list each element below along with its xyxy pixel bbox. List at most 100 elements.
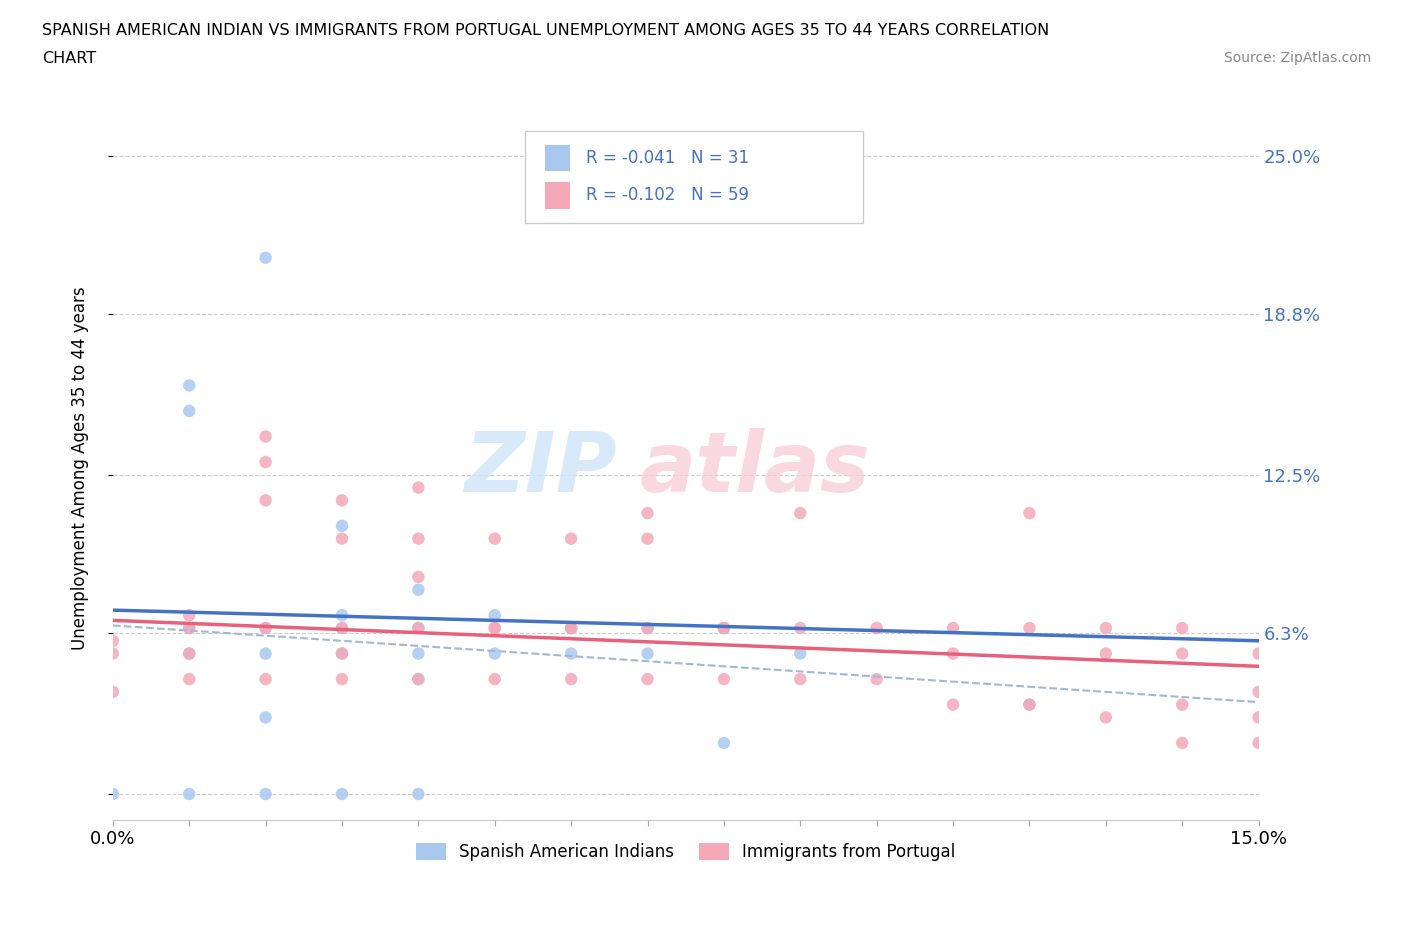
Text: R = -0.102   N = 59: R = -0.102 N = 59: [586, 186, 749, 205]
Point: [330, 787, 353, 802]
Point: [101, 787, 124, 802]
Point: [713, 671, 735, 686]
Point: [1018, 698, 1040, 712]
Text: SPANISH AMERICAN INDIAN VS IMMIGRANTS FROM PORTUGAL UNEMPLOYMENT AMONG AGES 35 T: SPANISH AMERICAN INDIAN VS IMMIGRANTS FR…: [42, 23, 1049, 38]
Point: [408, 620, 430, 635]
FancyBboxPatch shape: [544, 145, 569, 171]
Point: [560, 620, 582, 635]
Y-axis label: Unemployment Among Ages 35 to 44 years: Unemployment Among Ages 35 to 44 years: [72, 286, 89, 650]
Point: [713, 620, 735, 635]
Point: [1018, 698, 1040, 712]
Point: [637, 531, 659, 546]
Point: [484, 646, 506, 661]
Point: [408, 671, 430, 686]
Point: [1018, 506, 1040, 521]
Point: [713, 620, 735, 635]
Point: [1247, 710, 1270, 724]
Point: [560, 531, 582, 546]
Text: CHART: CHART: [42, 51, 96, 66]
Point: [179, 620, 201, 635]
FancyBboxPatch shape: [544, 182, 569, 208]
Point: [179, 608, 201, 623]
Point: [1171, 620, 1194, 635]
Point: [942, 646, 965, 661]
Point: [1171, 736, 1194, 751]
Point: [179, 404, 201, 418]
Point: [484, 531, 506, 546]
Point: [789, 646, 811, 661]
Point: [713, 620, 735, 635]
Point: [637, 506, 659, 521]
Point: [1095, 710, 1118, 724]
Point: [254, 429, 277, 444]
Point: [330, 518, 353, 533]
Point: [408, 671, 430, 686]
Point: [408, 569, 430, 584]
Point: [330, 620, 353, 635]
Point: [408, 582, 430, 597]
Point: [942, 620, 965, 635]
Point: [179, 646, 201, 661]
Point: [560, 646, 582, 661]
Point: [789, 506, 811, 521]
Point: [1095, 620, 1118, 635]
Point: [484, 620, 506, 635]
Point: [408, 620, 430, 635]
Text: ZIP: ZIP: [464, 428, 617, 509]
Point: [408, 531, 430, 546]
Point: [179, 671, 201, 686]
Point: [1018, 620, 1040, 635]
Point: [330, 493, 353, 508]
Point: [408, 480, 430, 495]
Point: [254, 710, 277, 724]
Point: [254, 671, 277, 686]
Point: [1247, 736, 1270, 751]
Text: atlas: atlas: [640, 428, 870, 509]
Point: [254, 250, 277, 265]
Point: [637, 620, 659, 635]
Point: [1171, 646, 1194, 661]
Point: [254, 620, 277, 635]
Point: [866, 671, 889, 686]
Point: [408, 787, 430, 802]
Text: R = -0.041   N = 31: R = -0.041 N = 31: [586, 149, 749, 167]
Point: [560, 620, 582, 635]
Point: [330, 646, 353, 661]
Point: [637, 646, 659, 661]
Point: [101, 684, 124, 699]
Text: Source: ZipAtlas.com: Source: ZipAtlas.com: [1223, 51, 1371, 65]
Point: [254, 493, 277, 508]
Point: [179, 646, 201, 661]
Point: [1095, 646, 1118, 661]
Point: [713, 736, 735, 751]
Point: [179, 378, 201, 392]
Point: [560, 620, 582, 635]
Point: [101, 646, 124, 661]
Point: [789, 620, 811, 635]
Point: [330, 620, 353, 635]
Point: [254, 646, 277, 661]
Point: [942, 698, 965, 712]
Point: [330, 608, 353, 623]
Point: [254, 787, 277, 802]
Point: [408, 646, 430, 661]
Point: [101, 633, 124, 648]
Point: [789, 671, 811, 686]
Point: [484, 608, 506, 623]
Point: [866, 620, 889, 635]
Point: [560, 671, 582, 686]
Point: [1247, 684, 1270, 699]
Point: [484, 671, 506, 686]
FancyBboxPatch shape: [526, 131, 863, 222]
Point: [179, 620, 201, 635]
Point: [330, 646, 353, 661]
Point: [637, 620, 659, 635]
Point: [254, 455, 277, 470]
Point: [637, 671, 659, 686]
Point: [179, 787, 201, 802]
Point: [1247, 646, 1270, 661]
Point: [330, 531, 353, 546]
Point: [484, 620, 506, 635]
Legend: Spanish American Indians, Immigrants from Portugal: Spanish American Indians, Immigrants fro…: [409, 836, 962, 868]
Point: [1171, 698, 1194, 712]
